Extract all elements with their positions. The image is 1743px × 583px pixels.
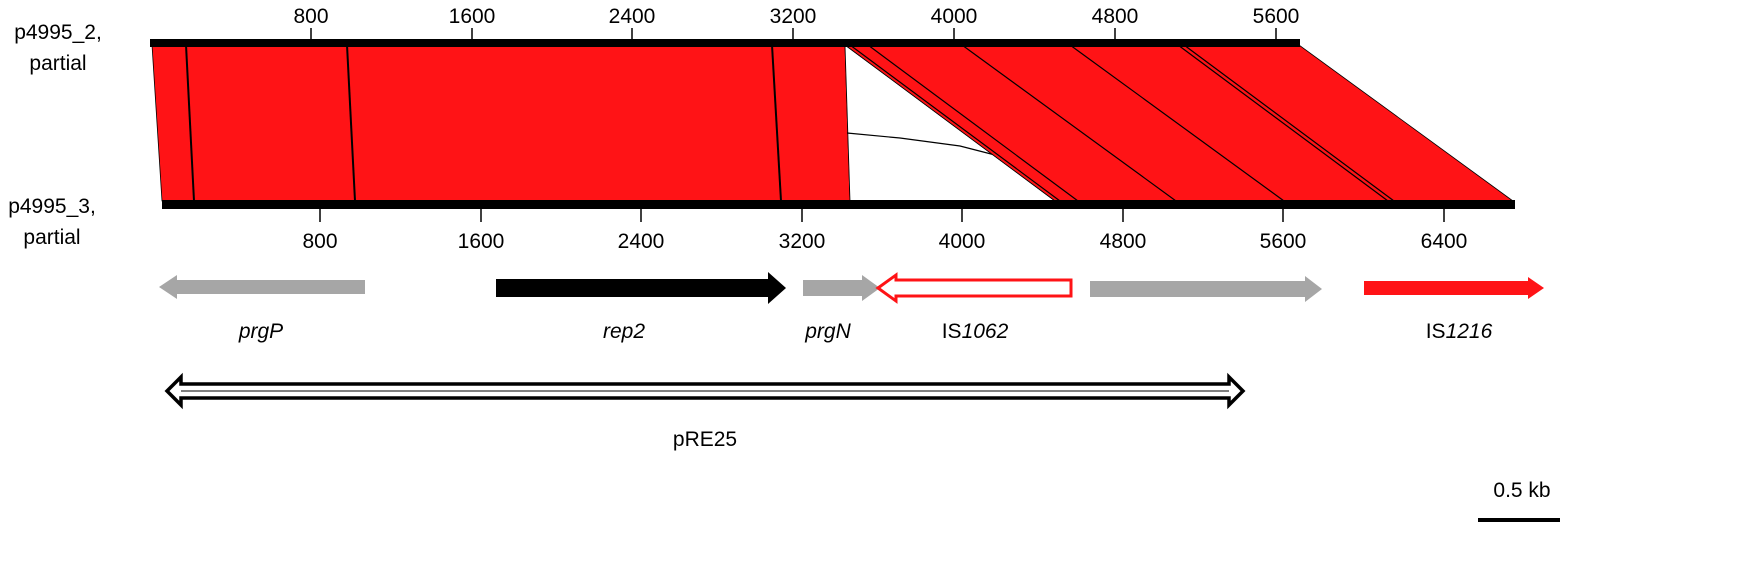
- top-label-line2: partial: [29, 52, 86, 75]
- bottom-tick-label: 4800: [1100, 230, 1147, 253]
- gene-label-prgp: prgP: [238, 320, 283, 343]
- top-tick-label: 5600: [1253, 5, 1300, 28]
- gene-labels: prgP rep2 prgN IS1062 IS1216: [238, 320, 1493, 343]
- top-tick-label: 800: [293, 5, 328, 28]
- bottom-label-line2: partial: [23, 226, 80, 249]
- is1216-prefix: IS: [1426, 320, 1446, 343]
- scale-bar: 0.5 kb: [1478, 479, 1560, 522]
- bottom-tick-label: 6400: [1421, 230, 1468, 253]
- alignment-blocks: [151, 44, 1515, 202]
- bottom-label-line1: p4995_3,: [8, 195, 96, 218]
- bottom-tick-label: 2400: [618, 230, 665, 253]
- alignment-divider: [185, 44, 195, 202]
- top-tick-label: 4800: [1092, 5, 1139, 28]
- bottom-axis: 800 1600 2400 3200 4000 4800 5600 6400: [302, 209, 1467, 253]
- gene-arrow-is1216: [1364, 277, 1544, 299]
- scale-bar-line: [1478, 518, 1560, 522]
- top-tick-label: 4000: [931, 5, 978, 28]
- top-sequence-label: p4995_2, partial: [14, 21, 102, 75]
- alignment-divider: [961, 44, 1177, 202]
- alignment-divider: [346, 44, 356, 202]
- plasmid-region-label: pRE25: [673, 428, 737, 451]
- scale-bar-label: 0.5 kb: [1493, 479, 1550, 502]
- gene-arrow-prgn: [803, 275, 880, 301]
- is1062-number: 1062: [962, 320, 1009, 343]
- bottom-tick-label: 800: [302, 230, 337, 253]
- alignment-divider: [1183, 44, 1395, 202]
- gene-label-rep2: rep2: [603, 320, 645, 343]
- alignment-divider: [1177, 44, 1389, 202]
- gene-arrow-is1062: [875, 272, 1073, 304]
- is1216-number: 1216: [1446, 320, 1493, 343]
- is1062-prefix: IS: [942, 320, 962, 343]
- alignment-divider: [867, 44, 1079, 202]
- gene-label-prgn: prgN: [804, 320, 851, 343]
- top-tick-label: 1600: [449, 5, 496, 28]
- gene-track: [159, 272, 1544, 304]
- alignment-block: [151, 44, 851, 202]
- gene-arrow-rep2: [496, 272, 786, 304]
- gap-edge: [846, 132, 996, 156]
- bottom-tick-label: 3200: [779, 230, 826, 253]
- top-tick-label: 2400: [609, 5, 656, 28]
- alignment-divider: [849, 44, 1061, 202]
- bottom-tick-label: 4000: [939, 230, 986, 253]
- bottom-tick-label: 1600: [458, 230, 505, 253]
- gene-arrow-prgp: [159, 275, 365, 299]
- top-tick-label: 3200: [770, 5, 817, 28]
- gene-label-is1062: IS1062: [942, 320, 1009, 343]
- alignment-divider: [771, 44, 782, 202]
- plasmid-region-arrow: pRE25: [164, 372, 1246, 451]
- gene-label-is1216: IS1216: [1426, 320, 1493, 343]
- top-axis: 800 1600 2400 3200 4000 4800 5600: [293, 5, 1299, 41]
- gene-arrow-unlabeled: [1090, 276, 1322, 302]
- alignment-divider: [1069, 44, 1285, 202]
- top-sequence-bar: [150, 39, 1300, 47]
- bottom-sequence-label: p4995_3, partial: [8, 195, 96, 249]
- bottom-tick-label: 5600: [1260, 230, 1307, 253]
- top-label-line1: p4995_2,: [14, 21, 102, 44]
- bottom-sequence-bar: [162, 200, 1515, 209]
